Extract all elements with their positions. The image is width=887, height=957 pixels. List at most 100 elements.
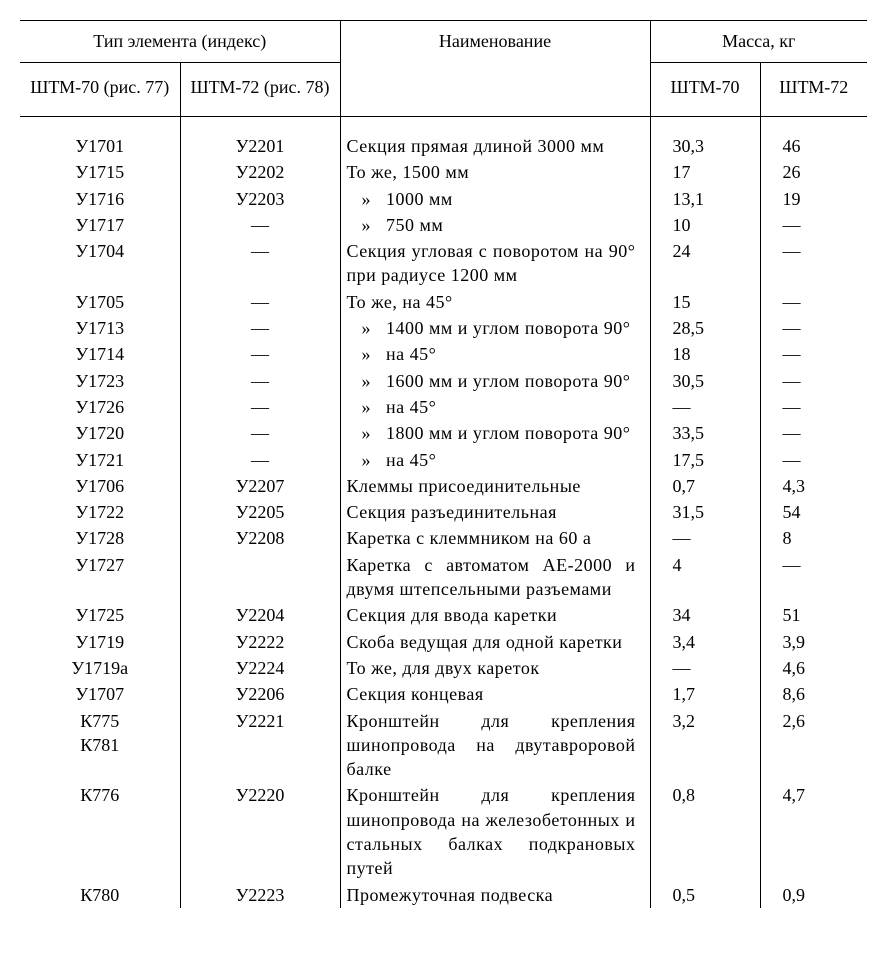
cell-mass-70: 17,5 [650,447,760,473]
cell-index-70: К775К781 [20,708,180,783]
cell-index-70: У1720 [20,420,180,446]
cell-mass-72: 8,6 [760,681,867,707]
table-row: У1704—Секция угловая с поворо­том на 90°… [20,238,867,289]
cell-name: » 750 мм [340,212,650,238]
cell-mass-72: — [760,341,867,367]
cell-index-72: — [180,368,340,394]
cell-index-72: У2202 [180,159,340,185]
cell-mass-70: 24 [650,238,760,289]
cell-mass-70: 18 [650,341,760,367]
cell-mass-72: — [760,368,867,394]
cell-name: То же, 1500 мм [340,159,650,185]
cell-index-72: — [180,238,340,289]
cell-mass-70: 1,7 [650,681,760,707]
cell-name: Скоба ведущая для одной каретки [340,629,650,655]
table-row: У1717— » 750 мм10— [20,212,867,238]
table-row: К776У2220Кронштейн для крепления шинопро… [20,782,867,881]
cell-index-72: — [180,341,340,367]
cell-mass-70: 15 [650,289,760,315]
header-col-shtm70-idx: ШТМ-70 (рис. 77) [20,63,180,117]
cell-mass-70: 3,2 [650,708,760,783]
cell-mass-70: 0,5 [650,882,760,908]
cell-mass-70: 30,5 [650,368,760,394]
cell-mass-72: — [760,447,867,473]
cell-mass-72: 54 [760,499,867,525]
cell-index-70: К780 [20,882,180,908]
cell-index-70: У1727 [20,552,180,603]
cell-mass-70: 31,5 [650,499,760,525]
cell-mass-70: 10 [650,212,760,238]
cell-index-70: У1728 [20,525,180,551]
cell-name: То же, на 45° [340,289,650,315]
cell-index-70: У1725 [20,602,180,628]
cell-mass-72: — [760,238,867,289]
cell-name: Каретка с автоматом АЕ-2000 и двумя штеп… [340,552,650,603]
cell-mass-72: — [760,552,867,603]
cell-index-72: У2224 [180,655,340,681]
cell-mass-72: 3,9 [760,629,867,655]
table-row: У1706У2207Клеммы присоединитель­ные0,74,… [20,473,867,499]
table-row: У1723— » 1600 мм и углом поворота 90°30,… [20,368,867,394]
cell-mass-70: — [650,394,760,420]
header-col-shtm70-mass: ШТМ-70 [650,63,760,117]
cell-mass-70: 17 [650,159,760,185]
cell-index-72: — [180,394,340,420]
cell-index-70: К776 [20,782,180,881]
table-row: У1719У2222Скоба ведущая для одной каретк… [20,629,867,655]
cell-mass-70: 0,7 [650,473,760,499]
table-row: К775К781У2221Кронштейн для крепления шин… [20,708,867,783]
cell-index-70: У1714 [20,341,180,367]
cell-index-70: У1704 [20,238,180,289]
cell-index-70: У1719а [20,655,180,681]
cell-index-72 [180,552,340,603]
cell-index-70: У1722 [20,499,180,525]
cell-index-70: У1716 [20,186,180,212]
cell-index-72: У2220 [180,782,340,881]
cell-index-72: У2206 [180,681,340,707]
cell-mass-72: 19 [760,186,867,212]
cell-mass-70: — [650,525,760,551]
cell-mass-70: 33,5 [650,420,760,446]
table-row: У1726— » на 45°—— [20,394,867,420]
cell-index-70: У1701 [20,133,180,159]
cell-name: То же, для двух кареток [340,655,650,681]
cell-mass-72: 8 [760,525,867,551]
cell-index-70: У1707 [20,681,180,707]
cell-name: Секция разъединительная [340,499,650,525]
table-row: У1728У2208Каретка с клеммником на 60 а—8 [20,525,867,551]
cell-index-72: — [180,447,340,473]
cell-index-70: У1721 [20,447,180,473]
table-row: У1722У2205Секция разъединительная31,554 [20,499,867,525]
cell-index-70: У1706 [20,473,180,499]
cell-name: » на 45° [340,394,650,420]
cell-mass-72: 4,3 [760,473,867,499]
cell-mass-70: 28,5 [650,315,760,341]
cell-name: Кронштейн для крепления шинопровода на ж… [340,782,650,881]
cell-mass-72: — [760,289,867,315]
cell-index-72: — [180,212,340,238]
cell-index-72: У2203 [180,186,340,212]
cell-index-72: У2207 [180,473,340,499]
header-mass-group: Масса, кг [650,21,867,63]
cell-index-72: У2205 [180,499,340,525]
table-body: У1701У2201Секция прямая длиной 3000 мм30… [20,117,867,908]
cell-index-70: У1726 [20,394,180,420]
cell-mass-70: 34 [650,602,760,628]
cell-name: Секция для ввода каретки [340,602,650,628]
cell-index-72: У2222 [180,629,340,655]
cell-mass-72: 0,9 [760,882,867,908]
cell-name: » на 45° [340,341,650,367]
cell-mass-72: 51 [760,602,867,628]
cell-mass-72: 26 [760,159,867,185]
cell-mass-72: — [760,315,867,341]
header-type-group: Тип элемента (индекс) [20,21,340,63]
cell-mass-70: 3,4 [650,629,760,655]
cell-mass-70: 0,8 [650,782,760,881]
table-row: К780У2223Промежуточная подвеска0,50,9 [20,882,867,908]
header-col-shtm72-mass: ШТМ-72 [760,63,867,117]
cell-name: Секция концевая [340,681,650,707]
table-header: Тип элемента (индекс) Наименование Масса… [20,21,867,117]
cell-mass-70: 13,1 [650,186,760,212]
cell-index-70: У1723 [20,368,180,394]
cell-index-70: У1715 [20,159,180,185]
